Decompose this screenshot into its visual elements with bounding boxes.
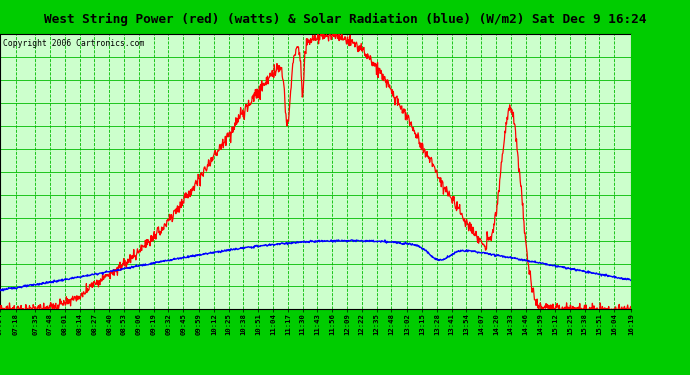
Text: Copyright 2006 Cartronics.com: Copyright 2006 Cartronics.com	[3, 39, 144, 48]
Text: West String Power (red) (watts) & Solar Radiation (blue) (W/m2) Sat Dec 9 16:24: West String Power (red) (watts) & Solar …	[43, 12, 647, 26]
